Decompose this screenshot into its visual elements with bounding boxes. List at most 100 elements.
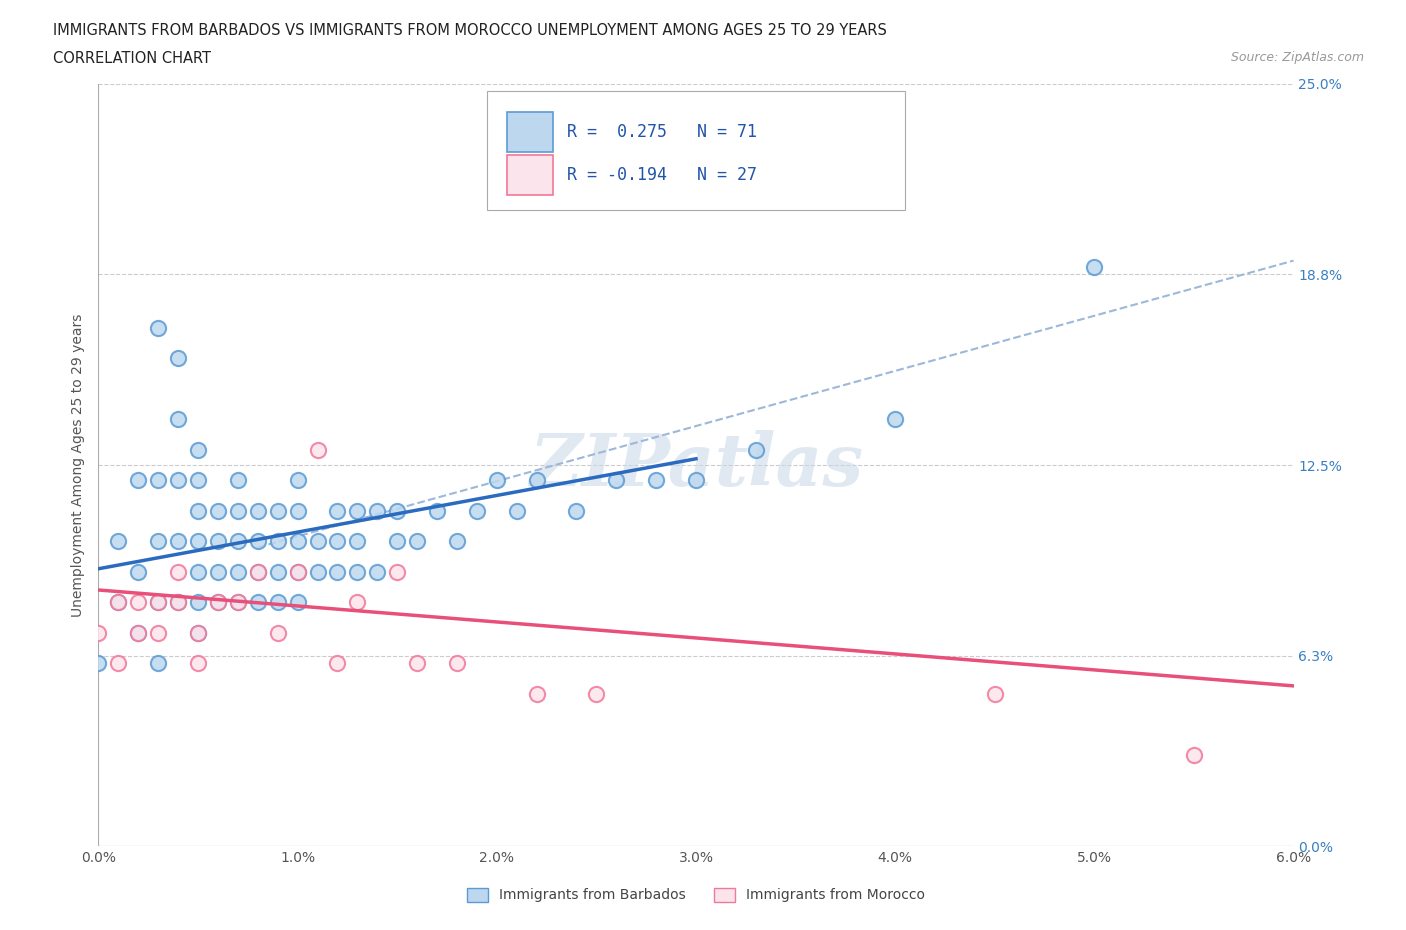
Point [226,595,249,610]
Point [127,595,149,610]
Text: CORRELATION CHART: CORRELATION CHART [53,51,211,66]
Point [346,595,368,610]
Point [326,534,349,549]
Point [148,534,170,549]
Point [207,595,229,610]
Point [346,534,368,549]
Point [226,595,249,610]
Point [465,503,488,518]
Point [167,351,190,365]
Point [246,595,269,610]
Point [346,565,368,579]
Point [307,565,329,579]
Point [127,625,149,640]
Point [645,472,668,487]
Point [287,472,309,487]
Point [107,595,129,610]
Point [187,534,209,549]
Point [167,472,190,487]
Point [187,503,209,518]
Point [87,656,110,671]
Point [226,472,249,487]
Point [326,565,349,579]
Text: R =  0.275   N = 71: R = 0.275 N = 71 [567,123,756,140]
Point [346,503,368,518]
Point [287,534,309,549]
Point [167,412,190,427]
Point [167,565,190,579]
Point [207,595,229,610]
Point [685,472,707,487]
Point [526,686,548,701]
Point [207,534,229,549]
Point [406,656,429,671]
Point [326,656,349,671]
Point [605,472,627,487]
Point [148,625,170,640]
Point [385,565,409,579]
Point [187,565,209,579]
Point [187,472,209,487]
Legend: Immigrants from Barbados, Immigrants from Morocco: Immigrants from Barbados, Immigrants fro… [461,882,931,908]
Point [148,595,170,610]
Point [446,656,468,671]
Point [187,443,209,458]
Point [226,503,249,518]
Text: IMMIGRANTS FROM BARBADOS VS IMMIGRANTS FROM MOROCCO UNEMPLOYMENT AMONG AGES 25 T: IMMIGRANTS FROM BARBADOS VS IMMIGRANTS F… [53,23,887,38]
Point [187,625,209,640]
Point [127,472,149,487]
Point [87,625,110,640]
Y-axis label: Unemployment Among Ages 25 to 29 years: Unemployment Among Ages 25 to 29 years [72,313,86,617]
Point [1182,748,1205,763]
Point [207,565,229,579]
Point [226,534,249,549]
Point [246,534,269,549]
Point [267,534,290,549]
Point [107,534,129,549]
Point [426,503,449,518]
Text: R = -0.194   N = 27: R = -0.194 N = 27 [567,166,756,184]
FancyBboxPatch shape [486,91,905,209]
Point [565,503,588,518]
Point [127,625,149,640]
Point [246,503,269,518]
Point [287,565,309,579]
Point [406,534,429,549]
Point [385,534,409,549]
Point [167,534,190,549]
FancyBboxPatch shape [508,155,553,195]
Point [127,565,149,579]
Point [267,595,290,610]
Point [148,320,170,335]
Point [485,167,508,182]
Point [148,472,170,487]
Point [307,534,329,549]
Point [307,443,329,458]
Point [745,443,768,458]
Point [485,472,508,487]
Point [326,503,349,518]
Point [446,534,468,549]
Point [267,565,290,579]
Point [287,595,309,610]
Point [167,595,190,610]
Point [246,565,269,579]
Point [385,503,409,518]
Text: ZIPatlas: ZIPatlas [529,430,863,500]
Point [187,595,209,610]
Point [107,595,129,610]
Point [287,503,309,518]
Point [148,656,170,671]
Point [984,686,1007,701]
Point [207,503,229,518]
Point [366,503,388,518]
Point [187,656,209,671]
Point [585,686,607,701]
Text: Source: ZipAtlas.com: Source: ZipAtlas.com [1230,51,1364,64]
Point [884,412,907,427]
Point [246,565,269,579]
Point [1083,259,1105,274]
Point [148,595,170,610]
Point [267,503,290,518]
Point [287,565,309,579]
